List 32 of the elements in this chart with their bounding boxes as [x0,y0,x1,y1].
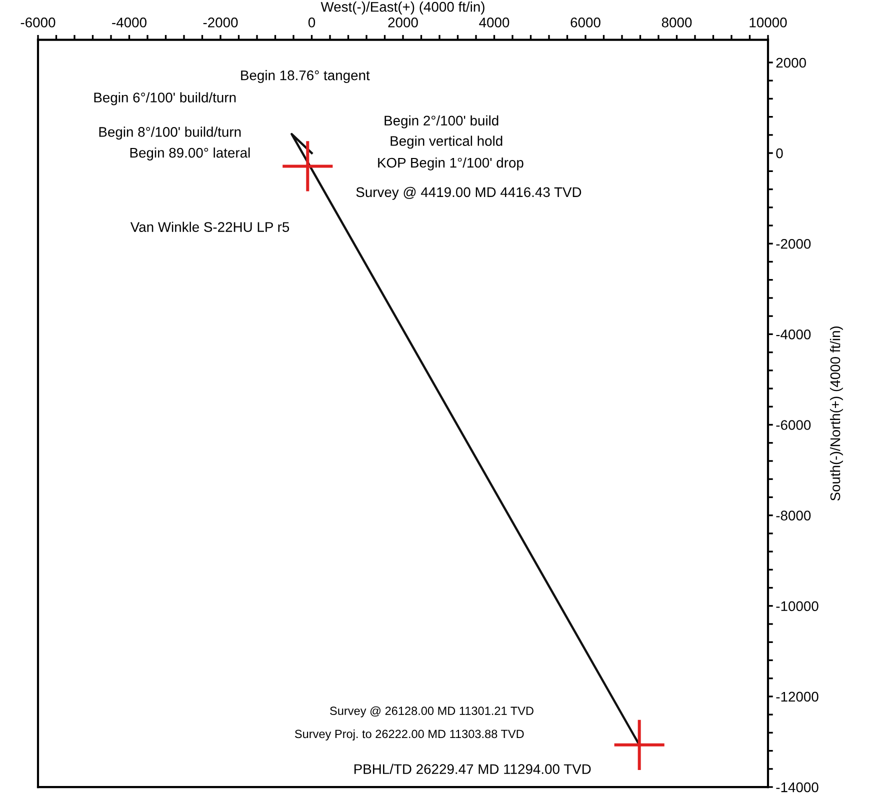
annotation: Van Winkle S-22HU LP r5 [130,222,290,232]
x-tick-label: 10000 [750,18,787,28]
y-tick-label: -14000 [776,782,818,792]
x-axis-title: West(-)/East(+) (4000 ft/in) [320,2,484,14]
y-tick-label: -12000 [776,692,818,702]
y-tick-label: 0 [776,148,783,158]
annotation: Begin 89.00° lateral [130,147,250,160]
y-tick-label: -8000 [776,510,811,520]
y-tick-label: -2000 [776,238,811,249]
annotation: KOP Begin 1°/100' drop [378,157,524,170]
annotation: Begin 18.76° tangent [241,70,370,84]
annotation: PBHL/TD 26229.47 MD 11294.00 TVD [354,764,591,774]
x-tick-label: -6000 [20,18,56,28]
annotation: Begin 2°/100' build [384,115,498,128]
annotation: Survey @ 4419.00 MD 4416.43 TVD [356,186,582,200]
x-tick-label: 2000 [388,18,418,28]
x-tick-label: 8000 [662,18,692,28]
annotation: Survey @ 26128.00 MD 11301.21 TVD [330,706,534,718]
annotation: Begin 8°/100' build/turn [99,126,241,140]
annotation: Begin 6°/100' build/turn [94,92,236,106]
y-axis-title: South(-)/North(+) (4000 ft/in) [830,326,843,501]
y-tick-label: -10000 [776,601,818,612]
x-tick-label: 6000 [570,18,600,28]
annotation: Survey Proj. to 26222.00 MD 11303.88 TVD [294,729,524,740]
x-tick-label: -2000 [203,18,238,28]
annotation: Begin vertical hold [390,136,502,149]
y-tick-label: -6000 [776,420,811,430]
x-tick-label: 4000 [479,18,510,28]
y-tick-label: -4000 [776,330,811,340]
y-tick-label: 2000 [776,58,806,68]
x-tick-label: -4000 [112,18,146,28]
x-tick-label: 0 [308,18,316,28]
